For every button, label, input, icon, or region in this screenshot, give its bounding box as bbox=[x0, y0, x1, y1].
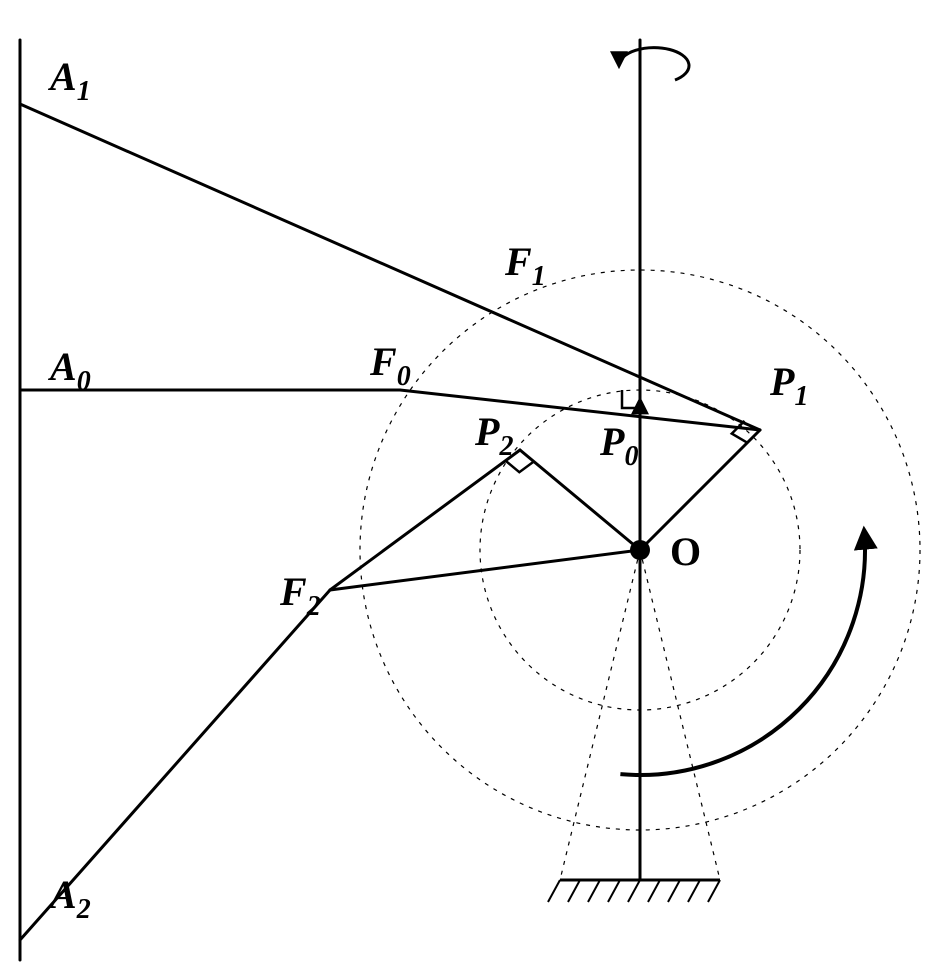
ground-hatch bbox=[568, 880, 580, 902]
ground-hatch bbox=[668, 880, 680, 902]
label-F0: F0 bbox=[369, 339, 411, 392]
label-P2: P2 bbox=[474, 409, 513, 462]
label-P1: P1 bbox=[769, 359, 808, 412]
rotation-arc bbox=[620, 530, 865, 775]
O-P2 bbox=[520, 450, 640, 550]
F0-P1 bbox=[400, 390, 760, 430]
right-angle-P0 bbox=[622, 390, 640, 408]
ground-hatch bbox=[608, 880, 620, 902]
label-A2: A2 bbox=[47, 872, 91, 925]
ground-hatch bbox=[588, 880, 600, 902]
label-A1: A1 bbox=[47, 54, 91, 107]
label-P0: P0 bbox=[599, 419, 638, 472]
ground-hatch bbox=[648, 880, 660, 902]
ground-hatch bbox=[688, 880, 700, 902]
point-O bbox=[630, 540, 650, 560]
ground-hatch bbox=[708, 880, 720, 902]
label-O: O bbox=[670, 529, 701, 574]
right-angle-P2 bbox=[506, 461, 534, 473]
label-F1: F1 bbox=[504, 239, 546, 292]
ground-hatch bbox=[628, 880, 640, 902]
spin-indicator bbox=[619, 48, 689, 80]
ground-hatch bbox=[548, 880, 560, 902]
label-F2: F2 bbox=[279, 569, 321, 622]
